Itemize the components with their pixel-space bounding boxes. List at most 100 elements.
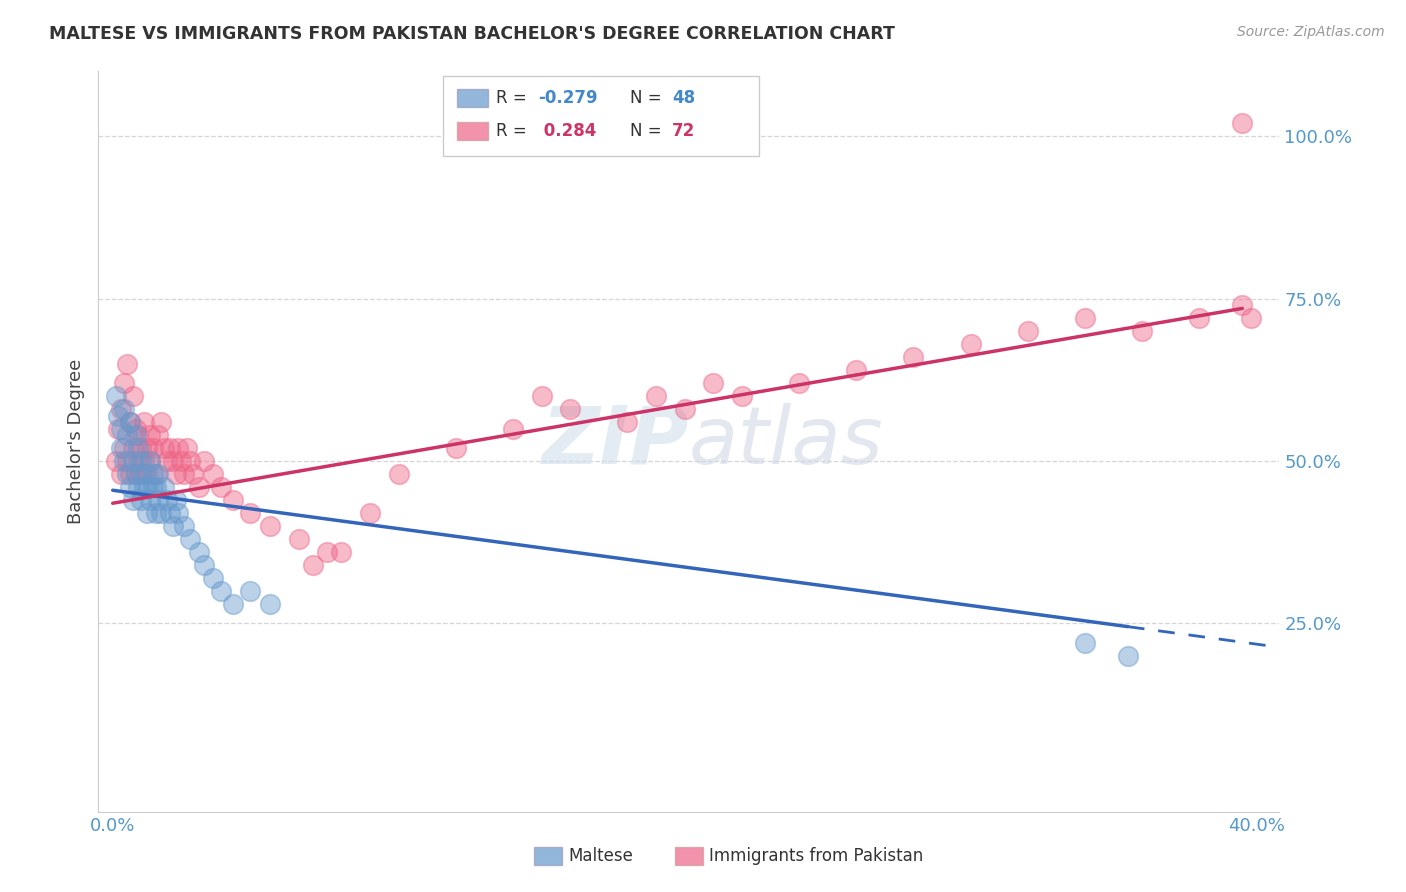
Text: N =: N =: [630, 122, 666, 140]
Point: [359, 506, 381, 520]
Point: [131, 467, 153, 481]
Point: [104, 454, 127, 468]
Point: [139, 428, 162, 442]
Point: [131, 493, 153, 508]
Point: [134, 480, 156, 494]
Point: [112, 441, 135, 455]
Point: [193, 558, 215, 572]
Point: [316, 545, 339, 559]
Point: [165, 467, 187, 481]
Point: [127, 441, 149, 455]
Text: 72: 72: [672, 122, 696, 140]
Point: [1116, 648, 1139, 663]
Point: [165, 493, 187, 508]
Point: [150, 506, 173, 520]
Point: [136, 441, 159, 455]
Point: [112, 376, 135, 390]
Point: [142, 441, 165, 455]
Point: [159, 441, 181, 455]
Point: [139, 493, 162, 508]
Point: [134, 454, 156, 468]
Text: R =: R =: [496, 89, 533, 107]
Point: [731, 389, 754, 403]
Y-axis label: Bachelor's Degree: Bachelor's Degree: [66, 359, 84, 524]
Point: [702, 376, 724, 390]
Text: -0.279: -0.279: [538, 89, 598, 107]
Point: [115, 357, 138, 371]
Point: [287, 532, 309, 546]
Point: [302, 558, 325, 572]
Point: [112, 402, 135, 417]
Point: [1232, 116, 1254, 130]
Point: [127, 454, 149, 468]
Point: [959, 337, 981, 351]
Point: [139, 454, 162, 468]
Point: [239, 506, 262, 520]
Point: [193, 454, 215, 468]
Point: [173, 519, 195, 533]
Point: [645, 389, 668, 403]
Point: [845, 363, 868, 377]
Point: [173, 467, 195, 481]
Point: [167, 441, 190, 455]
Point: [167, 506, 190, 520]
Point: [1074, 311, 1097, 326]
Point: [131, 454, 153, 468]
Point: [131, 441, 153, 455]
Text: 0.284: 0.284: [538, 122, 598, 140]
Point: [150, 415, 173, 429]
Point: [142, 467, 165, 481]
Point: [121, 493, 143, 508]
Point: [1240, 311, 1263, 326]
Point: [1188, 311, 1211, 326]
Point: [259, 519, 281, 533]
Point: [110, 421, 132, 435]
Text: Source: ZipAtlas.com: Source: ZipAtlas.com: [1237, 25, 1385, 39]
Point: [110, 402, 132, 417]
Point: [239, 583, 262, 598]
Point: [187, 545, 209, 559]
Point: [787, 376, 810, 390]
Text: 48: 48: [672, 89, 695, 107]
Point: [118, 467, 141, 481]
Point: [181, 467, 204, 481]
Point: [134, 467, 156, 481]
Point: [121, 441, 143, 455]
Point: [222, 597, 245, 611]
Point: [153, 480, 176, 494]
Point: [124, 421, 146, 435]
Point: [115, 467, 138, 481]
Point: [145, 467, 167, 481]
Text: Maltese: Maltese: [568, 847, 633, 865]
Point: [112, 454, 135, 468]
Point: [179, 532, 201, 546]
Text: atlas: atlas: [689, 402, 884, 481]
Point: [903, 350, 925, 364]
Text: N =: N =: [630, 89, 666, 107]
Text: ZIP: ZIP: [541, 402, 689, 481]
Text: Immigrants from Pakistan: Immigrants from Pakistan: [709, 847, 922, 865]
Point: [115, 428, 138, 442]
Point: [124, 467, 146, 481]
Point: [153, 441, 176, 455]
Point: [209, 480, 232, 494]
Point: [107, 409, 129, 423]
Point: [179, 454, 201, 468]
Point: [156, 454, 179, 468]
Point: [107, 421, 129, 435]
Point: [121, 454, 143, 468]
Point: [139, 454, 162, 468]
Point: [330, 545, 353, 559]
Point: [673, 402, 696, 417]
Point: [118, 415, 141, 429]
Point: [209, 583, 232, 598]
Point: [159, 506, 181, 520]
Point: [134, 415, 156, 429]
Point: [187, 480, 209, 494]
Point: [145, 480, 167, 494]
Point: [162, 519, 184, 533]
Point: [1130, 324, 1153, 338]
Point: [142, 480, 165, 494]
Point: [110, 467, 132, 481]
Point: [201, 467, 224, 481]
